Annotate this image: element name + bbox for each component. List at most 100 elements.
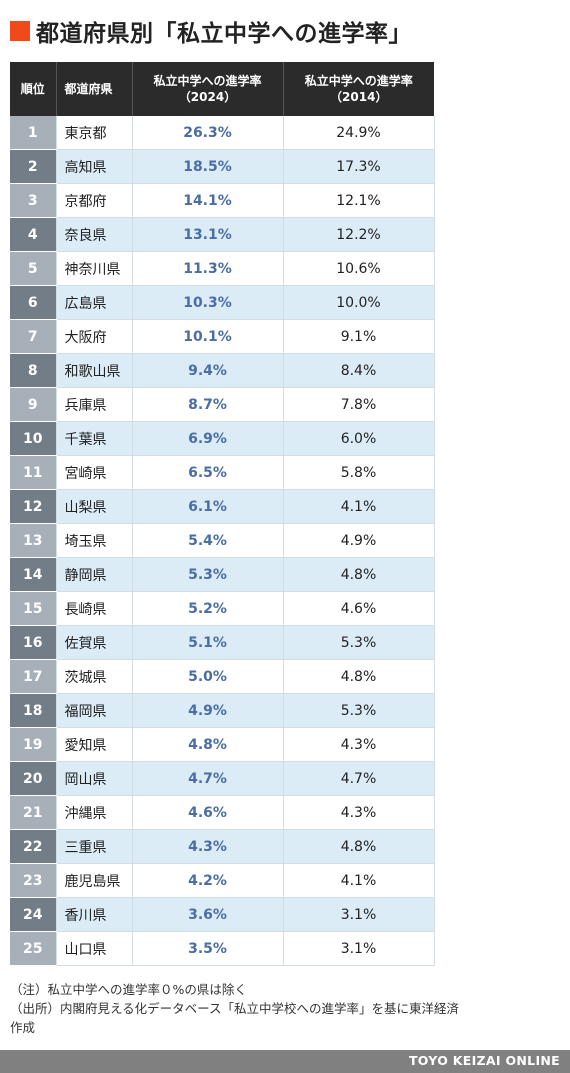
rate-2024-cell: 6.1%	[132, 489, 284, 524]
rate-2014-cell: 4.7%	[283, 761, 435, 796]
rate-2014-cell: 4.8%	[283, 557, 435, 592]
rate-2024-cell: 6.9%	[132, 421, 284, 456]
rate-2014-cell: 10.0%	[283, 285, 435, 320]
table-row: 21 沖縄県 4.6% 4.3%	[10, 795, 435, 830]
rank-cell: 3	[10, 183, 57, 218]
rank-cell: 15	[10, 591, 57, 626]
rate-2024-cell: 3.5%	[132, 931, 284, 966]
prefecture-cell: 鹿児島県	[56, 863, 133, 898]
table-row: 25 山口県 3.5% 3.1%	[10, 931, 435, 966]
prefecture-cell: 静岡県	[56, 557, 133, 592]
rank-cell: 6	[10, 285, 57, 320]
chart-title-row: 都道府県別「私立中学への進学率」	[10, 14, 412, 48]
notes: （注）私立中学への進学率０%の県は除く （出所）内閣府見える化データベース「私立…	[10, 980, 560, 1037]
chart-title: 都道府県別「私立中学への進学率」	[36, 21, 412, 47]
table-row: 23 鹿児島県 4.2% 4.1%	[10, 863, 435, 898]
header-2024-line2: （2024）	[178, 90, 237, 104]
rate-2014-cell: 12.2%	[283, 217, 435, 252]
rate-2024-cell: 5.2%	[132, 591, 284, 626]
prefecture-cell: 高知県	[56, 149, 133, 184]
rate-2014-cell: 10.6%	[283, 251, 435, 286]
rank-cell: 14	[10, 557, 57, 592]
rank-cell: 17	[10, 659, 57, 694]
header-2014-line2: （2014）	[330, 90, 388, 104]
rank-cell: 10	[10, 421, 57, 456]
prefecture-cell: 福岡県	[56, 693, 133, 728]
prefecture-cell: 広島県	[56, 285, 133, 320]
rate-2024-cell: 4.8%	[132, 727, 284, 762]
rate-2024-cell: 4.2%	[132, 863, 284, 898]
table-row: 13 埼玉県 5.4% 4.9%	[10, 523, 435, 558]
table-row: 10 千葉県 6.9% 6.0%	[10, 421, 435, 456]
rank-cell: 19	[10, 727, 57, 762]
rate-2024-cell: 11.3%	[132, 251, 284, 286]
rate-2014-cell: 4.1%	[283, 489, 435, 524]
prefecture-cell: 大阪府	[56, 319, 133, 354]
rate-2024-cell: 4.7%	[132, 761, 284, 796]
prefecture-cell: 京都府	[56, 183, 133, 218]
rate-2024-cell: 8.7%	[132, 387, 284, 422]
prefecture-cell: 和歌山県	[56, 353, 133, 388]
rate-2024-cell: 5.3%	[132, 557, 284, 592]
rate-2014-cell: 17.3%	[283, 149, 435, 184]
rate-2024-cell: 4.6%	[132, 795, 284, 830]
rank-cell: 2	[10, 149, 57, 184]
rank-cell: 16	[10, 625, 57, 660]
rate-2024-cell: 5.1%	[132, 625, 284, 660]
prefecture-cell: 奈良県	[56, 217, 133, 252]
prefecture-cell: 佐賀県	[56, 625, 133, 660]
rank-cell: 13	[10, 523, 57, 558]
table-row: 24 香川県 3.6% 3.1%	[10, 897, 435, 932]
rate-2024-cell: 6.5%	[132, 455, 284, 490]
prefecture-cell: 埼玉県	[56, 523, 133, 558]
table-row: 14 静岡県 5.3% 4.8%	[10, 557, 435, 592]
rate-2024-cell: 26.3%	[132, 116, 284, 150]
prefecture-cell: 山梨県	[56, 489, 133, 524]
rate-2014-cell: 5.3%	[283, 693, 435, 728]
prefecture-cell: 岡山県	[56, 761, 133, 796]
prefecture-cell: 山口県	[56, 931, 133, 966]
note-text: （注）私立中学への進学率０%の県は除く	[10, 982, 247, 997]
rate-2014-cell: 4.8%	[283, 829, 435, 864]
table-row: 1 東京都 26.3% 24.9%	[10, 116, 435, 150]
header-2024-line1: 私立中学への進学率	[153, 74, 262, 88]
rank-cell: 9	[10, 387, 57, 422]
source-text-line1: （出所）内閣府見える化データベース「私立中学校への進学率」を基に東洋経済	[10, 1001, 460, 1016]
rank-cell: 23	[10, 863, 57, 898]
rate-2014-cell: 4.9%	[283, 523, 435, 558]
rate-2014-cell: 4.8%	[283, 659, 435, 694]
rate-2024-cell: 14.1%	[132, 183, 284, 218]
rate-2014-cell: 4.6%	[283, 591, 435, 626]
table-row: 2 高知県 18.5% 17.3%	[10, 149, 435, 184]
table-row: 19 愛知県 4.8% 4.3%	[10, 727, 435, 762]
prefecture-cell: 愛知県	[56, 727, 133, 762]
rate-2014-cell: 24.9%	[283, 116, 435, 150]
source-text-line2: 作成	[10, 1020, 36, 1035]
rank-cell: 22	[10, 829, 57, 864]
table-row: 17 茨城県 5.0% 4.8%	[10, 659, 435, 694]
rate-2014-cell: 4.1%	[283, 863, 435, 898]
rate-2024-cell: 4.3%	[132, 829, 284, 864]
prefecture-cell: 三重県	[56, 829, 133, 864]
rate-2024-cell: 5.4%	[132, 523, 284, 558]
table-row: 22 三重県 4.3% 4.8%	[10, 829, 435, 864]
rate-2014-cell: 8.4%	[283, 353, 435, 388]
rate-2014-cell: 4.3%	[283, 795, 435, 830]
header-2014-line1: 私立中学への進学率	[304, 74, 413, 88]
table-row: 8 和歌山県 9.4% 8.4%	[10, 353, 435, 388]
prefecture-cell: 千葉県	[56, 421, 133, 456]
rate-2014-cell: 9.1%	[283, 319, 435, 354]
header-prefecture: 都道府県	[56, 62, 133, 116]
header-2024: 私立中学への進学率 （2024）	[132, 62, 284, 116]
rank-cell: 1	[10, 116, 57, 150]
prefecture-cell: 長崎県	[56, 591, 133, 626]
rank-cell: 4	[10, 217, 57, 252]
table-row: 7 大阪府 10.1% 9.1%	[10, 319, 435, 354]
rank-cell: 8	[10, 353, 57, 388]
prefecture-cell: 茨城県	[56, 659, 133, 694]
prefecture-cell: 神奈川県	[56, 251, 133, 286]
rate-2024-cell: 10.3%	[132, 285, 284, 320]
rank-cell: 18	[10, 693, 57, 728]
prefecture-cell: 東京都	[56, 116, 133, 150]
table-row: 9 兵庫県 8.7% 7.8%	[10, 387, 435, 422]
